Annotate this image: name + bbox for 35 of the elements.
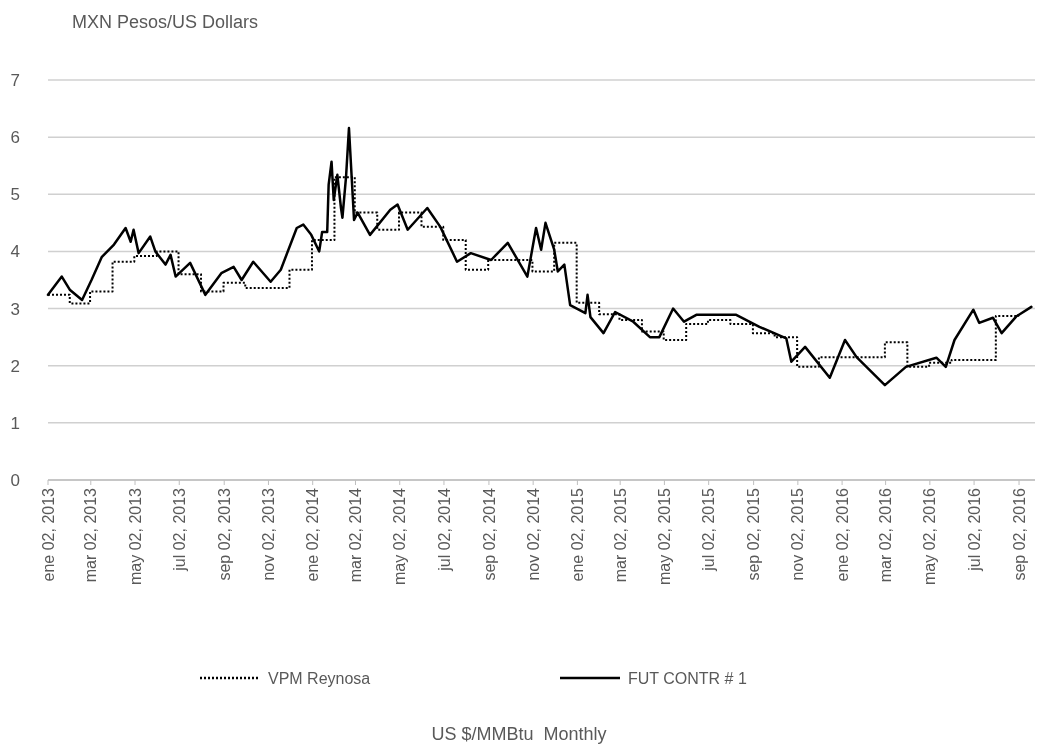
y-tick-label: 7: [10, 70, 20, 90]
x-tick-label: sep 02, 2016: [1010, 487, 1028, 581]
x-tick-label: sep 02, 2014: [480, 487, 498, 581]
x-tick-label: ene 02, 2013: [39, 487, 57, 582]
x-tick-label: ene 02, 2015: [569, 487, 586, 582]
x-tick-label: nov 02, 2013: [260, 487, 278, 581]
x-tick-label: jul 02, 2016: [965, 487, 983, 572]
y-tick-label: 6: [10, 128, 20, 148]
y-tick-label: 2: [10, 356, 20, 376]
x-tick-label: ene 02, 2016: [833, 487, 851, 582]
x-tick-label: mar 02, 2014: [347, 487, 365, 583]
x-tick-label: nov 02, 2015: [789, 487, 807, 581]
x-tick-label: may 02, 2015: [656, 487, 674, 585]
x-tick-label: mar 02, 2016: [877, 487, 895, 583]
x-tick-label: mar 02, 2013: [82, 487, 100, 583]
x-tick-label: jul 02, 2015: [700, 487, 718, 572]
chart-title: MXN Pesos/US Dollars: [72, 12, 259, 32]
y-tick-label: 5: [10, 185, 20, 205]
text: US $/MMBtu Monthly: [431, 724, 607, 744]
x-tick-label: nov 02, 2014: [524, 487, 542, 581]
x-tick-label: sep 02, 2015: [745, 487, 763, 581]
x-tick-label: ene 02, 2014: [304, 487, 322, 582]
legend-label: FUT CONTR # 1: [628, 670, 747, 687]
y-tick-label: 4: [10, 242, 20, 262]
x-tick-label: mar 02, 2015: [611, 487, 629, 583]
x-tick-label: may 02, 2016: [921, 487, 939, 585]
y-tick-label: 3: [10, 299, 20, 319]
x-tick-label: jul 02, 2014: [435, 487, 453, 572]
x-tick-label: may 02, 2014: [391, 487, 409, 585]
x-tick-label: may 02, 2013: [126, 487, 144, 585]
y-tick-label: 0: [10, 470, 20, 490]
legend-label: VPM Reynosa: [268, 670, 371, 687]
x-tick-label: jul 02, 2013: [170, 487, 188, 572]
x-tick-label: sep 02, 2013: [215, 487, 233, 581]
y-tick-label: 1: [10, 413, 20, 433]
